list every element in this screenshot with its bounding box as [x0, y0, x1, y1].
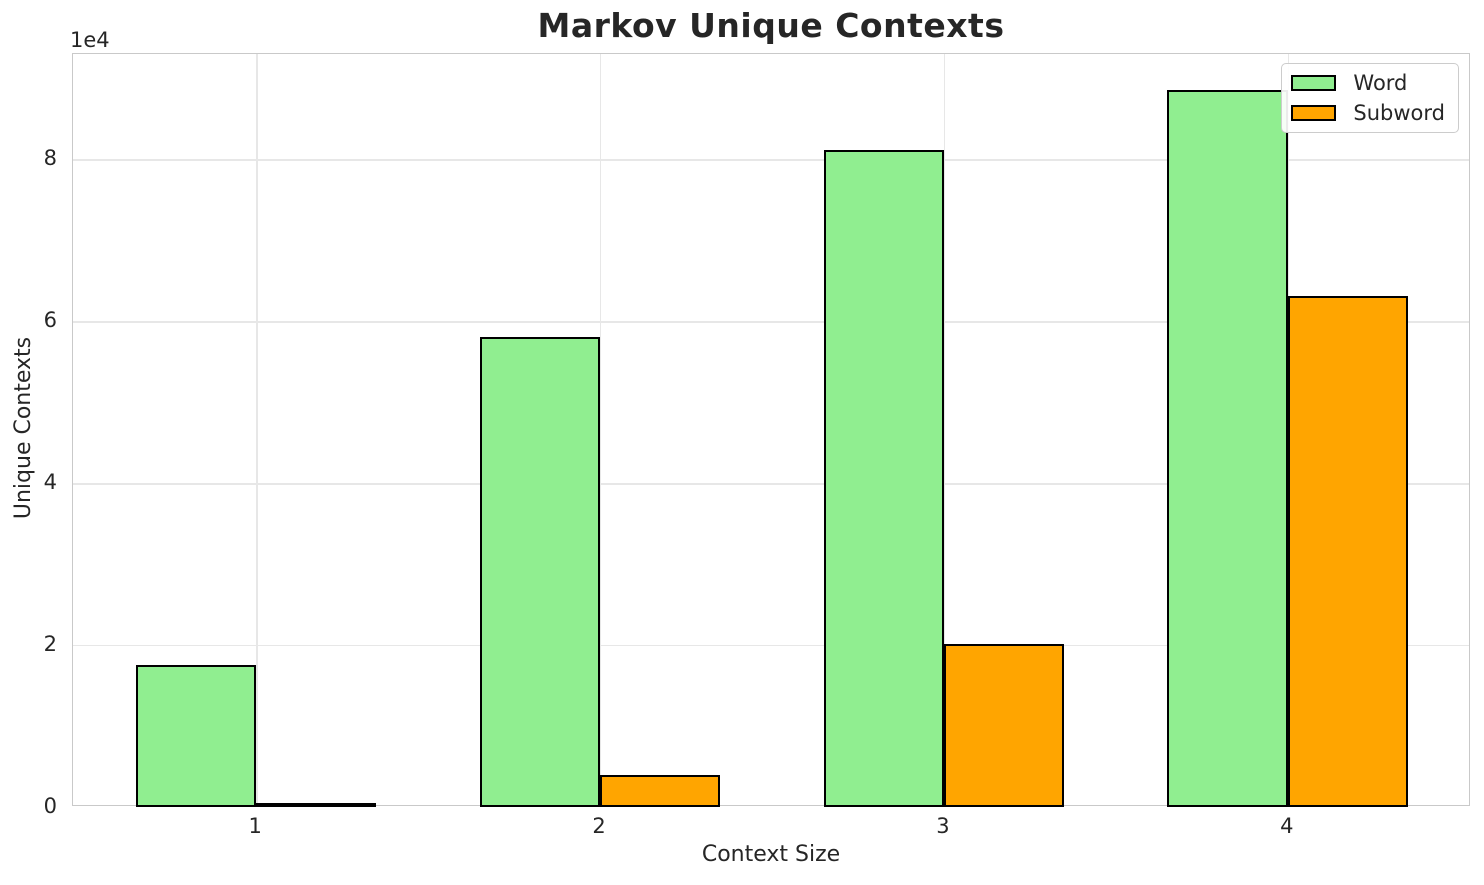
bar-word-2	[479, 337, 601, 807]
legend-item-subword: Subword	[1291, 99, 1445, 127]
y-axis-label: Unique Contexts	[11, 336, 36, 520]
chart-title: Markov Unique Contexts	[537, 6, 1005, 45]
y-tick-label: 8	[43, 146, 57, 171]
legend-swatch-word	[1291, 75, 1337, 91]
plot-area: Word Subword	[72, 53, 1470, 807]
bar-subword-4	[1287, 296, 1409, 807]
y-tick-label: 4	[43, 470, 57, 495]
y-gridline	[73, 645, 1469, 647]
y-tick-label: 0	[43, 794, 57, 818]
bar-word-4	[1167, 89, 1288, 807]
bar-word-3	[823, 149, 944, 807]
y-axis-offset-label: 1e4	[70, 28, 110, 52]
y-tick-label: 2	[43, 632, 57, 657]
x-tick-label: 2	[592, 814, 606, 838]
x-gridline	[256, 54, 258, 805]
x-tick-label: 4	[1280, 814, 1294, 838]
y-gridline	[73, 483, 1469, 485]
y-gridline	[73, 159, 1469, 161]
bar-word-1	[135, 665, 257, 807]
y-tick-label: 6	[43, 308, 57, 333]
legend: Word Subword	[1281, 63, 1459, 133]
bar-subword-3	[943, 644, 1065, 807]
x-axis-label: Context Size	[701, 842, 841, 867]
legend-label: Subword	[1353, 101, 1445, 125]
bar-subword-2	[600, 774, 721, 807]
x-gridline	[600, 54, 602, 805]
legend-label: Word	[1353, 71, 1408, 95]
x-tick-label: 1	[248, 814, 262, 838]
legend-item-word: Word	[1291, 69, 1445, 97]
x-gridline	[943, 54, 946, 805]
legend-swatch-subword	[1291, 105, 1337, 121]
y-gridline	[73, 321, 1469, 323]
bar-subword-1	[256, 802, 377, 807]
x-tick-label: 3	[936, 814, 950, 838]
